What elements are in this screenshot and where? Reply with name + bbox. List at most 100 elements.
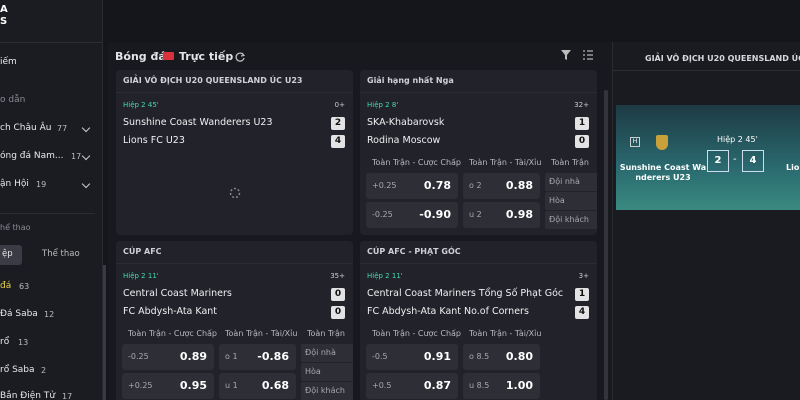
- nav-item[interactable]: iếm: [0, 57, 17, 67]
- flag-icon: [163, 52, 174, 60]
- sport-item[interactable]: Đá Saba: [0, 309, 38, 319]
- odds-line: -0.25: [128, 352, 149, 361]
- list-icon[interactable]: [582, 49, 594, 61]
- logo: A S: [0, 4, 8, 28]
- nav-item[interactable]: ận Hội: [0, 179, 29, 189]
- team-score: 0: [575, 135, 589, 148]
- loading-spinner: [229, 187, 241, 199]
- sidebar: [0, 0, 103, 400]
- nav-count: 77: [57, 124, 68, 133]
- home-team: Sunshine Coast Wanderers U23: [619, 163, 707, 182]
- outcome-option[interactable]: Đội nhà: [545, 173, 597, 191]
- odds-cell[interactable]: u 2 0.98: [463, 202, 540, 228]
- outcome-option[interactable]: Đội khách: [301, 382, 353, 400]
- team-name: Rodina Moscow: [367, 135, 441, 146]
- team-name: Central Coast Mariners Tổng Số Phạt Góc: [367, 288, 564, 299]
- odds-price: 0.80: [505, 350, 533, 363]
- scrollbar: [604, 90, 608, 400]
- odds-cell[interactable]: o 1 -0.86: [219, 344, 296, 370]
- away-team: Lion: [786, 163, 800, 172]
- filter-icon[interactable]: [560, 49, 572, 61]
- nav-count: 17: [71, 152, 82, 161]
- team-score: 0: [331, 306, 345, 319]
- sport-count: 63: [19, 282, 30, 291]
- sport-item[interactable]: rổ Saba: [0, 365, 35, 375]
- tab-active[interactable]: ệp: [0, 245, 22, 265]
- odds-cell[interactable]: u 1 0.68: [219, 373, 296, 399]
- team-name: Lions FC U23: [123, 135, 185, 146]
- market-title: Toàn Trận - Cược Chấp: [372, 329, 462, 338]
- live-title: Trực tiếp: [179, 50, 234, 63]
- sport-item[interactable]: rổ: [0, 337, 10, 347]
- nav-item[interactable]: o dẫn: [0, 95, 26, 105]
- odds-price: 0.89: [179, 350, 207, 363]
- panel-title: GIẢI VÔ ĐỊCH U20 QUEENSLAND ÚC U23: [645, 54, 800, 63]
- sport-count: 17: [62, 392, 73, 400]
- team-name: SKA-Khabarovsk: [367, 117, 445, 128]
- outcome-option[interactable]: Hòa: [545, 192, 597, 210]
- odds-price: -0.90: [419, 208, 451, 221]
- odds-line: o 8.5: [469, 352, 490, 361]
- odds-cell[interactable]: -0.25 0.89: [122, 344, 214, 370]
- divider: [360, 263, 597, 264]
- team-name: FC Abdysh-Ata Kant: [123, 306, 218, 317]
- odds-price: 0.78: [423, 179, 451, 192]
- market-count: 0+: [334, 101, 345, 109]
- odds-line: o 2: [469, 181, 482, 190]
- odds-price: 0.87: [423, 379, 451, 392]
- odds-cell[interactable]: o 8.5 0.80: [463, 344, 540, 370]
- odds-price: 0.95: [179, 379, 207, 392]
- match-card: CÚP AFC Hiệp 2 11' 35+ Central Coast Marine…: [116, 241, 353, 400]
- scrollbar: [103, 265, 106, 400]
- divider: [360, 92, 597, 93]
- divider: [116, 263, 353, 264]
- divider: [0, 42, 103, 43]
- league-name: CÚP AFC - PHẠT GÓC: [367, 247, 461, 256]
- market-title: Toàn Trận - Tài/Xỉu: [469, 158, 542, 167]
- refresh-icon[interactable]: [234, 51, 246, 63]
- league-name: CÚP AFC: [123, 247, 162, 256]
- match-card: Giải hạng nhất Nga Hiệp 2 8' 32+ SKA-Khabar…: [360, 70, 597, 235]
- nav-item[interactable]: ch Châu Âu: [0, 123, 52, 133]
- team-score: 0: [331, 288, 345, 301]
- section-label: hể thao: [0, 223, 31, 232]
- divider: [0, 213, 95, 214]
- match-card: CÚP AFC - PHẠT GÓC Hiệp 2 11' 3+ Central Co…: [360, 241, 597, 400]
- outcome-option[interactable]: Đội nhà: [301, 344, 353, 362]
- odds-cell[interactable]: +0.25 0.95: [122, 373, 214, 399]
- sport-count: 2: [41, 366, 47, 375]
- market-title: Toàn Trận - Cược Chấp: [128, 329, 218, 338]
- league-name: Giải hạng nhất Nga: [367, 76, 454, 85]
- sport-item[interactable]: đá: [0, 281, 12, 291]
- field-icon: H: [630, 137, 640, 147]
- odds-price: 0.91: [423, 350, 451, 363]
- odds-cell[interactable]: u 8.5 1.00: [463, 373, 540, 399]
- odds-line: u 1: [225, 381, 238, 390]
- sport-title: Bóng đá: [115, 50, 166, 63]
- divider: [612, 70, 800, 71]
- nav-item[interactable]: óng đá Nam...: [0, 151, 64, 161]
- odds-line: +0.5: [372, 381, 392, 390]
- outcome-option[interactable]: Hòa: [301, 363, 353, 381]
- home-score: 2: [707, 150, 729, 172]
- match-time: Hiệp 2 45': [123, 101, 159, 109]
- team-logo: [656, 135, 668, 150]
- outcome-option[interactable]: Đội khách: [545, 211, 597, 229]
- odds-cell[interactable]: -0.5 0.91: [366, 344, 458, 370]
- odds-cell[interactable]: o 2 0.88: [463, 173, 540, 199]
- odds-cell[interactable]: +0.5 0.87: [366, 373, 458, 399]
- team-score: 2: [331, 117, 345, 130]
- away-score: 4: [742, 150, 764, 172]
- logo-line: A: [0, 4, 8, 15]
- team-score: 1: [575, 288, 589, 301]
- tab[interactable]: Thể thao: [42, 249, 80, 259]
- odds-cell[interactable]: +0.25 0.78: [366, 173, 458, 199]
- match-time: Hiệp 2 8': [367, 101, 399, 109]
- sport-item[interactable]: Bắn Điện Tử: [0, 391, 56, 400]
- score-separator: -: [733, 154, 737, 165]
- odds-line: u 2: [469, 210, 482, 219]
- odds-cell[interactable]: -0.25 -0.90: [366, 202, 458, 228]
- side-panel: [612, 42, 800, 400]
- market-title: Toàn Trận - Tài/Xỉu: [225, 329, 298, 338]
